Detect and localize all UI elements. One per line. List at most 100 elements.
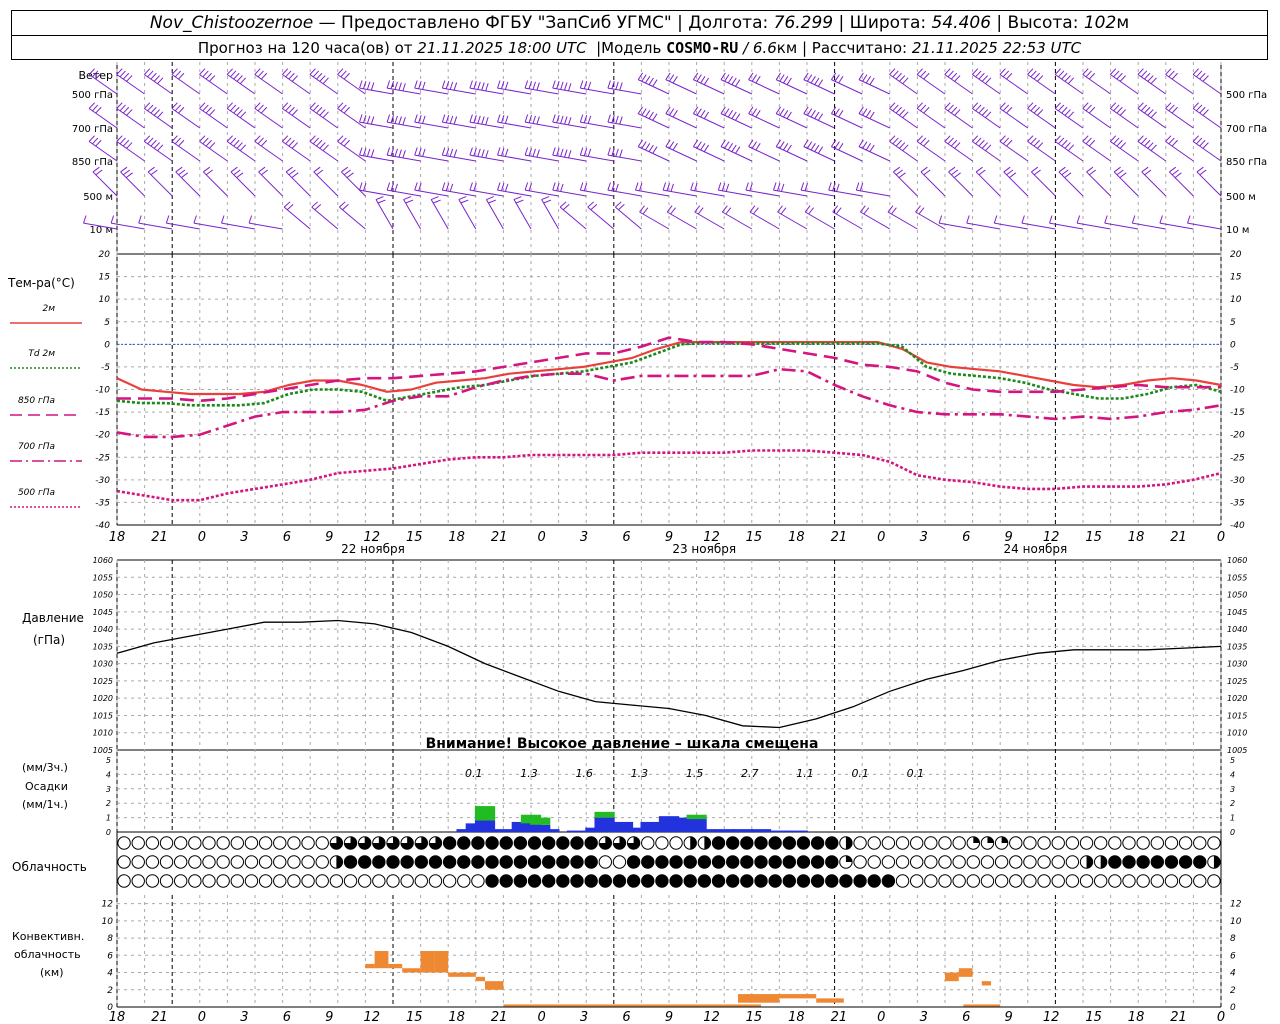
wind-barb-staff (975, 171, 1001, 197)
pressure-ytick-left: 1055 (93, 573, 113, 582)
temp-ytick-label-left: -30 (95, 476, 110, 486)
wind-barb-flag (751, 74, 758, 82)
hour-label: 15 (1085, 530, 1102, 545)
wind-barb-flag (316, 106, 323, 114)
wind-barb-staff (1192, 74, 1222, 95)
precip-bar-extra (474, 806, 496, 821)
cloud-fill (613, 874, 626, 888)
wind-barb-flag (504, 183, 509, 192)
hour-label-bottom: 18 (448, 1010, 465, 1024)
precip-bar (714, 829, 735, 832)
wind-barb-flag (830, 106, 837, 114)
wind-barb-staff (1196, 171, 1222, 197)
wind-barb-flag (731, 111, 737, 119)
wind-barb-flag (343, 169, 351, 176)
cloud-fill-partial (344, 836, 357, 850)
cloud-circle (145, 874, 160, 888)
wind-barb-flag (1150, 77, 1157, 85)
cloud-circle (612, 855, 627, 869)
cloud-circle (1023, 874, 1037, 888)
wind-barb-flag (441, 114, 446, 123)
cloud-fill (641, 855, 654, 869)
cloud-fill-partial (336, 855, 343, 869)
wind-barb-flag (923, 139, 930, 147)
precip-3h-label: 0.1 (465, 767, 483, 780)
wind-barb-flag (286, 204, 294, 211)
wind-barb-flag (316, 139, 323, 147)
wind-barb-flag (895, 72, 902, 80)
pressure-ytick-left: 1040 (93, 625, 113, 634)
conv-ytick-left: 2 (107, 986, 113, 996)
precip-3h-label: 1.1 (796, 767, 814, 780)
wind-barb-staff (309, 108, 339, 129)
wind-barb-flag (441, 80, 446, 89)
precip-bar (769, 830, 790, 832)
wind-barb-staff (1027, 141, 1056, 162)
wind-barb-flag (337, 102, 344, 109)
wind-barb-flag (95, 169, 103, 176)
wind-barb-flag (541, 196, 550, 201)
precip-title3: (мм/1ч.) (22, 798, 68, 811)
wind-barb-flag (532, 148, 536, 157)
wind-barb-staff (226, 74, 256, 95)
wind-barb-staff (116, 141, 145, 162)
wind-barb-flag (817, 113, 824, 121)
wind-barb-flag (1144, 139, 1151, 147)
wind-barb-flag (556, 183, 560, 191)
wind-barb-flag (469, 114, 473, 123)
wind-barb-staff (694, 211, 725, 230)
wind-barb-flag (431, 196, 439, 201)
wind-barb-flag (560, 115, 564, 124)
wind-barb-flag (312, 137, 320, 145)
wind-barb-flag (1064, 172, 1072, 179)
cloud-fill (500, 836, 513, 850)
cloud-fill-partial (987, 836, 994, 843)
wind-barb-flag (257, 104, 264, 112)
wind-barb-flag (291, 172, 299, 179)
wind-barb-flag (92, 166, 100, 173)
wind-barb-flag (1131, 215, 1136, 224)
pressure-ytick-left: 1050 (93, 591, 113, 600)
wind-barb-flag (652, 79, 658, 87)
wind-barb-flag (500, 81, 505, 89)
cloud-circle (1164, 836, 1179, 850)
wind-barb-staff (889, 108, 918, 129)
cloud-circle (244, 836, 259, 850)
wind-barb-staff (1031, 171, 1056, 197)
wind-barb-flag (564, 82, 568, 91)
cloud-fill (627, 855, 640, 869)
wind-barb-flag (559, 201, 567, 208)
wind-barb-flag (174, 137, 182, 145)
cloud-circle (301, 855, 315, 869)
temp-ytick-label-right: -35 (1230, 498, 1245, 508)
wind-barb-flag (985, 111, 992, 119)
hour-label-bottom: 21 (831, 1010, 848, 1024)
wind-barb-flag (205, 139, 212, 147)
wind-barb-flag (150, 169, 158, 176)
wind-barb-flag (120, 166, 128, 173)
wind-barb-flag (981, 75, 989, 82)
wind-barb-flag (418, 115, 422, 123)
precip-ytick-right: 5 (1230, 756, 1235, 765)
wind-barb-flag (645, 76, 651, 84)
wind-barb-flag (920, 166, 928, 173)
wind-barb-flag (556, 148, 560, 156)
wind-barb-flag (552, 147, 556, 156)
wind-barb-flag (157, 144, 164, 152)
wind-barb-flag (230, 166, 238, 173)
wind-barb-flag (696, 141, 702, 149)
wind-barb-staff (1021, 222, 1056, 230)
wind-barb-flag (611, 81, 615, 89)
wind-barb-staff (166, 222, 200, 230)
wind-barb-staff (745, 189, 780, 197)
wind-barb-flag (619, 149, 623, 158)
cloud-circle (980, 874, 995, 888)
cloud-circle (909, 874, 924, 888)
cloud-circle (909, 836, 924, 850)
wind-barb-flag (497, 182, 501, 191)
wind-barb-flag (398, 82, 402, 91)
temp-legend-label: 2м (42, 304, 55, 314)
wind-barb-flag (916, 135, 923, 142)
cloud-circle (287, 874, 301, 888)
wind-barb-flag (199, 68, 206, 75)
